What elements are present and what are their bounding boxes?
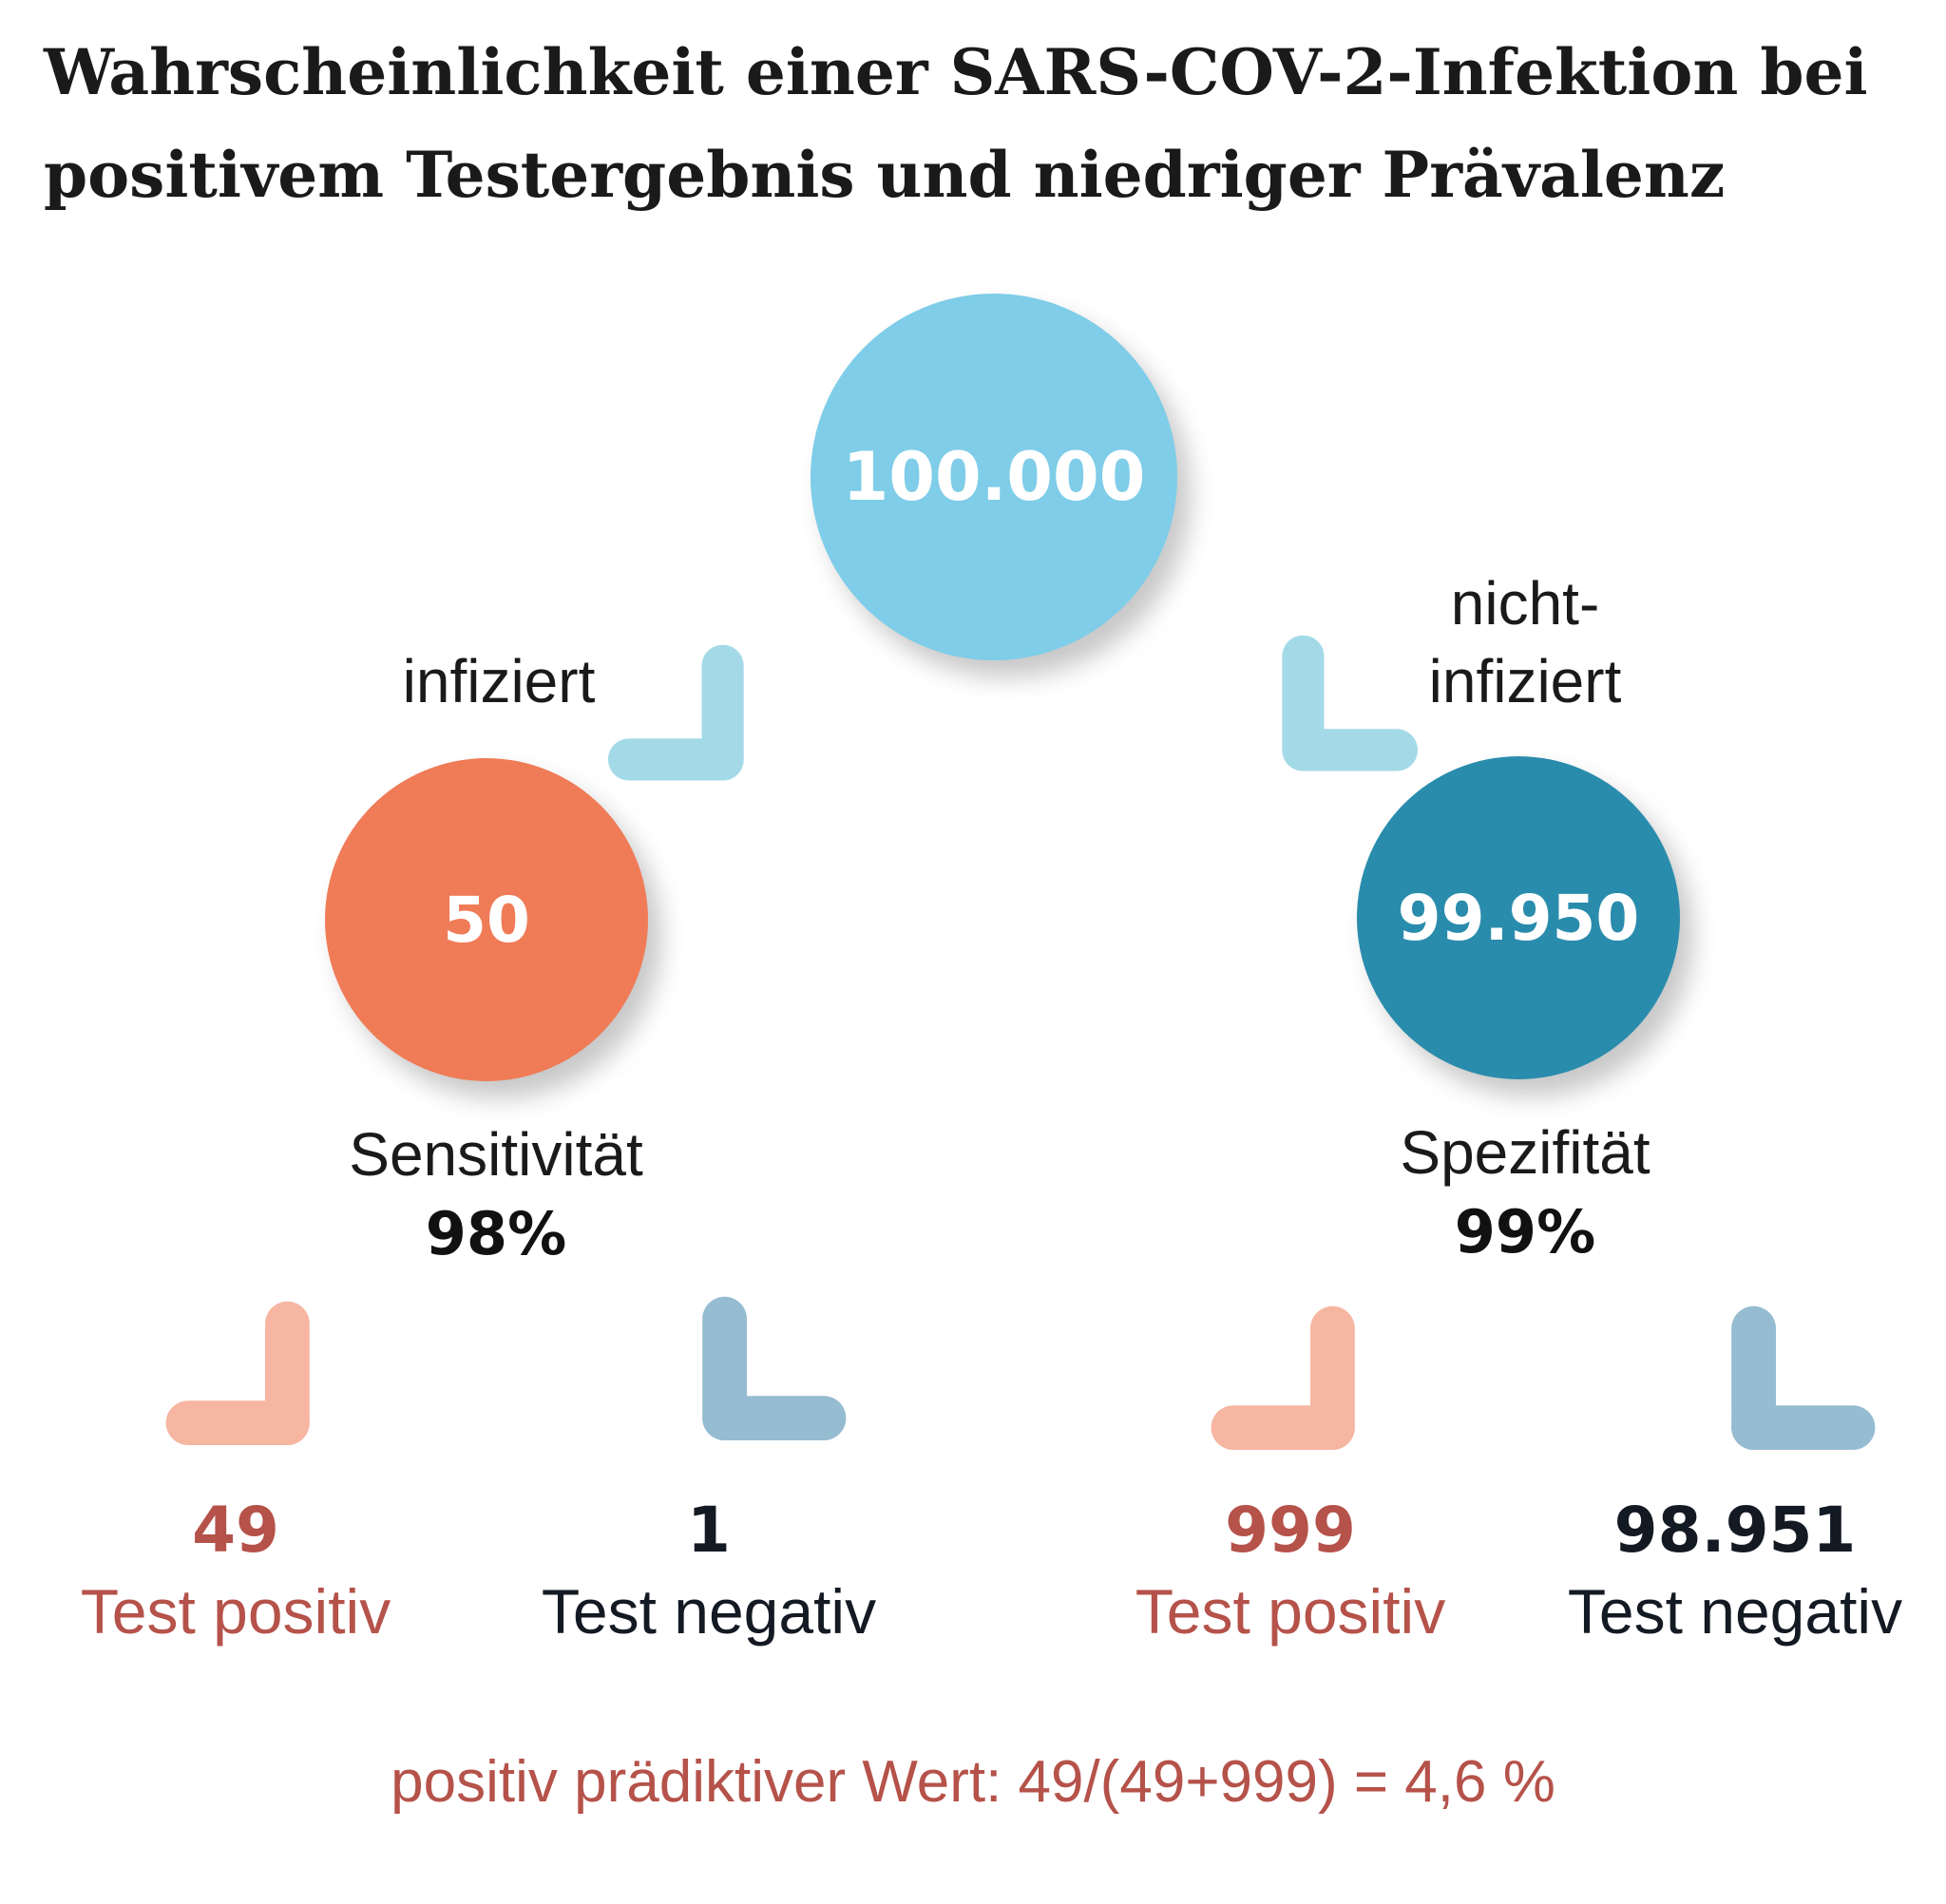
population-value: 100.000 bbox=[842, 438, 1146, 516]
infected-label: infiziert bbox=[402, 647, 596, 715]
not-infected-negative-label: Test negativ bbox=[1567, 1576, 1903, 1647]
not-infected-label-line2: infiziert bbox=[1428, 647, 1622, 715]
not-infected-negative-count: 98.951 bbox=[1613, 1494, 1857, 1567]
positive-predictive-value: positiv prädiktiver Wert: 49/(49+999) = … bbox=[391, 1749, 1555, 1815]
arrow-down-right-icon bbox=[1731, 1305, 1876, 1450]
infected-value: 50 bbox=[443, 883, 530, 957]
arrow-down-right-icon bbox=[1282, 635, 1419, 771]
not-infected-value: 99.950 bbox=[1397, 881, 1640, 955]
arrow-down-left-icon bbox=[1211, 1305, 1355, 1450]
infected-positive-label: Test positiv bbox=[80, 1576, 391, 1647]
not-infected-positive-label: Test positiv bbox=[1135, 1576, 1446, 1647]
arrow-down-left-icon bbox=[165, 1301, 310, 1445]
infected-positive-count: 49 bbox=[192, 1494, 279, 1567]
infected-circle: 50 bbox=[325, 758, 648, 1081]
chart-title: Wahrscheinlichkeit einer SARS-COV-2-Infe… bbox=[44, 35, 1868, 212]
not-infected-circle: 99.950 bbox=[1357, 756, 1680, 1079]
arrow-down-left-icon bbox=[607, 644, 744, 781]
infected-negative-label: Test negativ bbox=[541, 1576, 877, 1647]
specificity-label: Spezifität bbox=[1400, 1118, 1650, 1187]
sensitivity-value: 98% bbox=[425, 1199, 567, 1268]
not-infected-label-line1: nicht- bbox=[1450, 569, 1600, 638]
not-infected-positive-count: 999 bbox=[1225, 1494, 1356, 1567]
population-circle: 100.000 bbox=[811, 294, 1177, 660]
infected-negative-count: 1 bbox=[687, 1494, 731, 1567]
specificity-value: 99% bbox=[1454, 1197, 1596, 1266]
sensitivity-label: Sensitivität bbox=[349, 1120, 643, 1189]
arrow-down-right-icon bbox=[702, 1296, 847, 1440]
